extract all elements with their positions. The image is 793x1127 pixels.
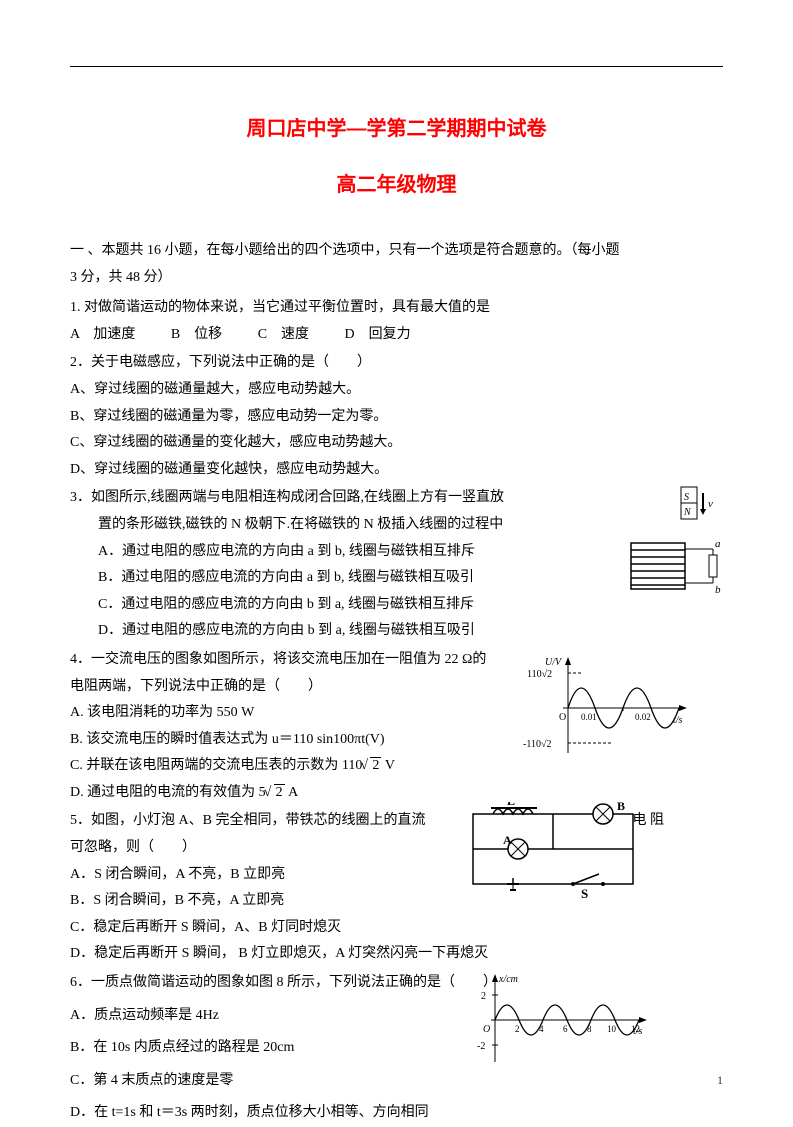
- exam-title-sub: 高二年级物理: [70, 166, 723, 204]
- intro-line2: 3 分，共 48 分）: [70, 270, 172, 285]
- question-5: L B A S: [70, 808, 723, 968]
- question-1: 1. 对做简谐运动的物体来说，当它通过平衡位置时，具有最大值的是 A 加速度 B…: [70, 295, 723, 348]
- section-intro: 一 、本题共 16 小题，在每小题给出的四个选项中，只有一个选项是符合题意的。（…: [70, 238, 723, 291]
- q6-ymax: 2: [481, 991, 486, 1002]
- q6-origin: O: [483, 1024, 490, 1035]
- label-S: S: [581, 886, 588, 901]
- q4-c-rad: 2: [370, 757, 381, 773]
- magnet-coil-diagram: S N v a b: [613, 485, 723, 615]
- question-2: 2．关于电磁感应，下列说法中正确的是（ ） A、穿过线圈的磁通量越大，感应电动势…: [70, 350, 723, 483]
- q1-options: A 加速度 B 位移 C 速度 D 回复力: [70, 322, 723, 349]
- q4-ylabel: U/V: [545, 657, 563, 668]
- q6-t8: 8: [587, 1024, 592, 1034]
- q4-ymax: 110√2: [527, 669, 552, 680]
- q2-opt-a: A、穿过线圈的磁通量越大，感应电动势越大。: [70, 377, 723, 404]
- q6-ymin: -2: [477, 1041, 485, 1052]
- q6-t10: 10: [607, 1024, 617, 1034]
- q6-ylabel: x/cm: [498, 974, 518, 985]
- intro-line1: 一 、本题共 16 小题，在每小题给出的四个选项中，只有一个选项是符合题意的。（…: [70, 243, 620, 258]
- q4-figure: U/V t/s 110√2 -110√2 0.01 0.02 O: [523, 653, 693, 763]
- exam-title-main: 周口店中学—学第二学期期中试卷: [70, 110, 723, 148]
- label-N: N: [683, 507, 692, 518]
- q2-opt-d: D、穿过线圈的磁通量变化越快，感应电动势越大。: [70, 457, 723, 484]
- q4-d-post: A: [285, 785, 299, 800]
- q3-opt-d: D．通过电阻的感应电流的方向由 b 到 a, 线圈与磁铁相互吸引: [70, 618, 723, 645]
- q4-ymin: -110√2: [523, 739, 551, 750]
- q1-opt-a: A 加速度: [70, 322, 135, 349]
- q1-stem: 1. 对做简谐运动的物体来说，当它通过平衡位置时，具有最大值的是: [70, 295, 723, 322]
- page-number: 1: [717, 1069, 723, 1092]
- q4-x1: 0.01: [581, 712, 597, 722]
- label-L: L: [507, 802, 515, 808]
- label-B: B: [617, 802, 625, 813]
- q2-stem: 2．关于电磁感应，下列说法中正确的是（ ）: [70, 350, 723, 377]
- q6-t2: 2: [515, 1024, 520, 1034]
- q4-x2: 0.02: [635, 712, 651, 722]
- label-b: b: [715, 584, 721, 596]
- q4-origin: O: [559, 712, 566, 723]
- q6-t6: 6: [563, 1024, 568, 1034]
- question-4: U/V t/s 110√2 -110√2 0.01 0.02 O 4．一交流电压…: [70, 647, 723, 807]
- q4-xlabel: t/s: [673, 715, 683, 726]
- q3-figure: S N v a b: [613, 485, 723, 615]
- q5-opt-d: D．稳定后再断开 S 瞬间， B 灯立即熄灭，A 灯突然闪亮一下再熄灭: [70, 941, 723, 968]
- q4-c-pre: C. 并联在该电阻两端的交流电压表的示数为 110: [70, 758, 362, 773]
- q6-t4: 4: [539, 1024, 544, 1034]
- top-rule: [70, 66, 723, 67]
- label-S: S: [684, 492, 689, 503]
- q1-opt-d: D 回复力: [345, 322, 411, 349]
- ac-voltage-graph: U/V t/s 110√2 -110√2 0.01 0.02 O: [523, 653, 693, 763]
- circuit-diagram: L B A S: [463, 802, 643, 902]
- question-3: S N v a b 3．如图所示,线圈: [70, 485, 723, 645]
- q4-d-rad: 2: [274, 784, 285, 800]
- shm-graph: x/cm t/s 2 -2 O 2 4 6 8 10 12: [473, 970, 653, 1070]
- label-a: a: [715, 538, 721, 550]
- q6-figure: x/cm t/s 2 -2 O 2 4 6 8 10 12: [473, 970, 653, 1070]
- q4-d-pre: D. 通过电阻的电流的有效值为 5: [70, 785, 266, 800]
- q6-opt-c: C．第 4 末质点的速度是零: [70, 1068, 723, 1095]
- q4-c-post: V: [381, 758, 395, 773]
- q5-stem-left: 5．如图，小灯泡 A、B 完全相同，带铁芯的线圈上的直流: [70, 813, 425, 828]
- q5-figure: L B A S: [463, 802, 643, 902]
- q1-opt-b: B 位移: [171, 322, 222, 349]
- label-v: v: [708, 498, 713, 510]
- q6-t12: 12: [631, 1024, 640, 1034]
- q6-opt-d: D．在 t=1s 和 t＝3s 两时刻，质点位移大小相等、方向相同: [70, 1100, 723, 1127]
- q2-opt-c: C、穿过线圈的磁通量的变化越大，感应电动势越大。: [70, 430, 723, 457]
- q5-opt-c: C．稳定后再断开 S 瞬间，A、B 灯同时熄灭: [70, 915, 723, 942]
- label-A: A: [503, 833, 512, 847]
- question-6: x/cm t/s 2 -2 O 2 4 6 8 10 12 6．一质点做简谐运动…: [70, 970, 723, 1127]
- q2-opt-b: B、穿过线圈的磁通量为零，感应电动势一定为零。: [70, 404, 723, 431]
- q1-opt-c: C 速度: [258, 322, 309, 349]
